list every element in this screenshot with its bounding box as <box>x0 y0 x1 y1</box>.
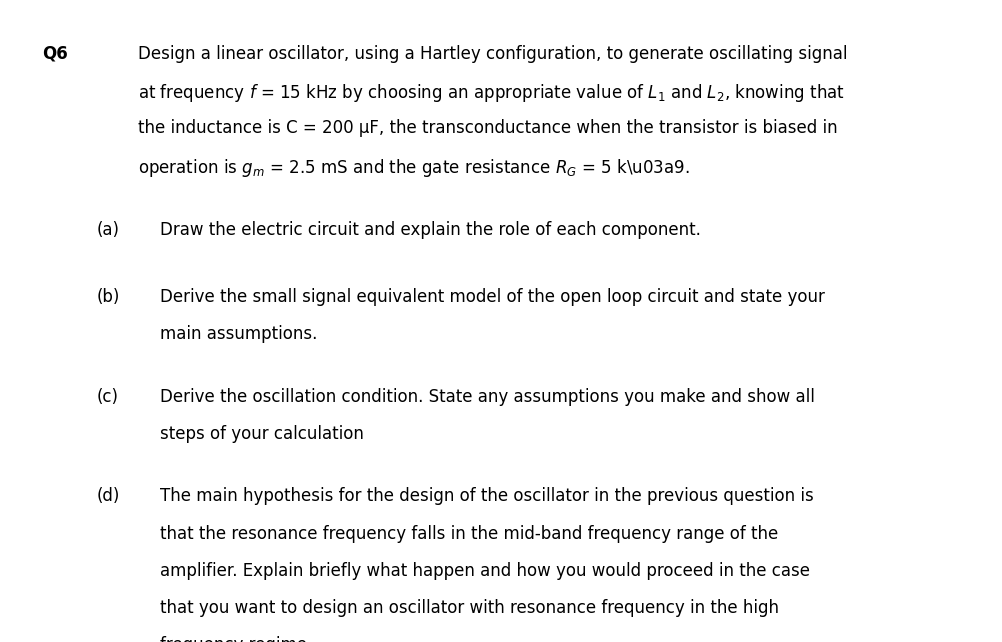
Text: The main hypothesis for the design of the oscillator in the previous question is: The main hypothesis for the design of th… <box>160 487 814 505</box>
Text: (b): (b) <box>96 288 119 306</box>
Text: at frequency $f$ = 15 kHz by choosing an appropriate value of $L_1$ and $L_2$, k: at frequency $f$ = 15 kHz by choosing an… <box>138 82 845 104</box>
Text: operation is $g_m$ = 2.5 mS and the gate resistance $R_G$ = 5 k\u03a9.: operation is $g_m$ = 2.5 mS and the gate… <box>138 157 690 178</box>
Text: Draw the electric circuit and explain the role of each component.: Draw the electric circuit and explain th… <box>160 221 701 239</box>
Text: main assumptions.: main assumptions. <box>160 325 318 343</box>
Text: Derive the small signal equivalent model of the open loop circuit and state your: Derive the small signal equivalent model… <box>160 288 826 306</box>
Text: (d): (d) <box>96 487 119 505</box>
Text: Design a linear oscillator, using a Hartley configuration, to generate oscillati: Design a linear oscillator, using a Hart… <box>138 45 848 63</box>
Text: steps of your calculation: steps of your calculation <box>160 425 364 443</box>
Text: (c): (c) <box>96 388 118 406</box>
Text: that the resonance frequency falls in the mid-band frequency range of the: that the resonance frequency falls in th… <box>160 525 779 542</box>
Text: frequency regime.: frequency regime. <box>160 636 313 642</box>
Text: Derive the oscillation condition. State any assumptions you make and show all: Derive the oscillation condition. State … <box>160 388 816 406</box>
Text: amplifier. Explain briefly what happen and how you would proceed in the case: amplifier. Explain briefly what happen a… <box>160 562 811 580</box>
Text: (a): (a) <box>96 221 119 239</box>
Text: the inductance is C = 200 μF, the transconductance when the transistor is biased: the inductance is C = 200 μF, the transc… <box>138 119 838 137</box>
Text: Q6: Q6 <box>42 45 68 63</box>
Text: that you want to design an oscillator with resonance frequency in the high: that you want to design an oscillator wi… <box>160 599 780 617</box>
